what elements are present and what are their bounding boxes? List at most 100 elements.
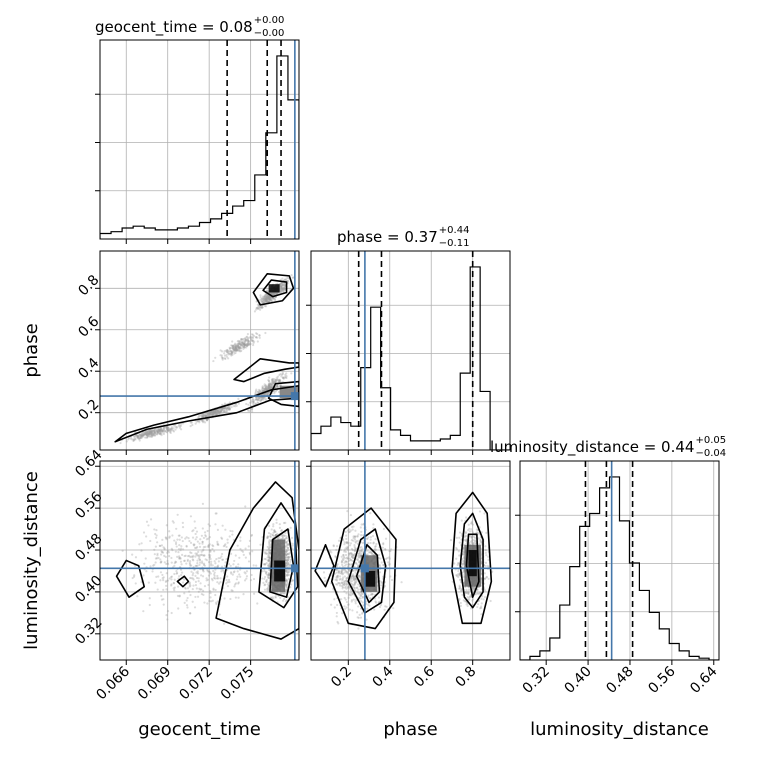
sample-point — [283, 284, 286, 287]
sample-point — [240, 549, 243, 552]
sample-point — [270, 387, 273, 390]
sample-point — [227, 351, 230, 354]
sample-point — [392, 607, 395, 610]
sample-point — [212, 411, 216, 414]
sample-point — [269, 299, 272, 302]
sample-point — [221, 357, 224, 360]
sample-point — [284, 521, 287, 524]
sample-point — [341, 579, 344, 582]
sample-point — [345, 560, 349, 564]
sample-point — [352, 539, 355, 542]
sample-point — [139, 433, 142, 436]
sample-point — [135, 434, 139, 437]
sample-point — [133, 438, 136, 441]
sample-point — [352, 598, 355, 601]
sample-point — [250, 408, 253, 411]
contour-line — [252, 273, 295, 306]
sample-point — [256, 307, 260, 310]
sample-point — [224, 561, 227, 564]
sample-point — [214, 356, 217, 359]
sample-point — [344, 569, 347, 573]
sample-point — [465, 603, 468, 606]
sample-point — [271, 293, 275, 296]
sample-point — [228, 347, 231, 351]
sample-point — [284, 541, 288, 544]
sample-point — [361, 596, 364, 599]
sample-point — [206, 529, 209, 533]
sample-point — [226, 352, 230, 355]
sample-point — [272, 298, 275, 301]
sample-point — [141, 432, 144, 435]
sample-point — [266, 296, 269, 299]
sample-point — [228, 406, 231, 410]
sample-point — [227, 353, 231, 356]
sample-point — [140, 542, 143, 545]
sample-point — [335, 575, 339, 578]
sample-point — [155, 536, 158, 539]
sample-point — [471, 541, 474, 544]
x-tick-label: 0.48 — [603, 664, 636, 697]
sample-point — [138, 437, 141, 440]
sample-point — [464, 539, 468, 542]
density-block — [364, 570, 376, 587]
sample-point — [141, 435, 144, 438]
sample-point — [466, 604, 469, 608]
sample-point — [202, 420, 205, 423]
sample-point — [267, 296, 271, 299]
sample-point — [192, 529, 195, 532]
sample-point — [170, 611, 173, 615]
sample-point — [377, 596, 381, 599]
sample-point — [203, 531, 207, 534]
sample-point — [352, 554, 355, 557]
sample-point — [268, 544, 271, 547]
sample-point — [236, 544, 239, 547]
sample-point — [268, 549, 271, 552]
sample-point — [201, 562, 204, 565]
sample-point — [343, 607, 347, 611]
sample-point — [355, 539, 359, 543]
sample-point — [149, 430, 153, 434]
sample-point — [214, 409, 217, 412]
sample-point — [196, 546, 199, 549]
sample-point — [290, 583, 293, 586]
sample-point — [163, 547, 166, 550]
sample-point — [279, 291, 282, 294]
sample-point — [266, 385, 269, 388]
sample-point — [370, 552, 373, 555]
sample-point — [335, 611, 338, 615]
sample-point — [179, 560, 183, 563]
sample-point — [263, 295, 266, 298]
sample-point — [262, 301, 265, 304]
sample-point — [361, 601, 364, 604]
sample-point — [287, 571, 290, 574]
sample-point — [201, 415, 204, 418]
sample-point — [163, 427, 166, 431]
sample-point — [171, 429, 175, 432]
sample-point — [234, 349, 237, 352]
sample-point — [279, 278, 282, 281]
sample-point — [356, 554, 360, 557]
sample-point — [289, 526, 292, 529]
sample-point — [167, 429, 170, 432]
sample-point — [344, 580, 347, 583]
sample-point — [194, 595, 197, 599]
sample-point — [206, 414, 209, 417]
sample-point — [276, 378, 279, 381]
sample-point — [155, 429, 158, 433]
sample-point — [200, 560, 204, 563]
sample-point — [220, 555, 223, 558]
sample-point — [458, 554, 461, 557]
sample-point — [360, 523, 363, 526]
sample-point — [245, 342, 248, 346]
sample-point — [180, 573, 183, 577]
sample-point — [181, 548, 185, 551]
sample-point — [353, 538, 357, 541]
sample-point — [159, 561, 163, 564]
sample-point — [348, 554, 351, 557]
sample-point — [189, 576, 192, 580]
sample-point — [357, 627, 360, 630]
sample-point — [267, 558, 270, 561]
sample-point — [264, 392, 267, 395]
sample-point — [257, 307, 260, 310]
sample-point — [267, 560, 270, 563]
